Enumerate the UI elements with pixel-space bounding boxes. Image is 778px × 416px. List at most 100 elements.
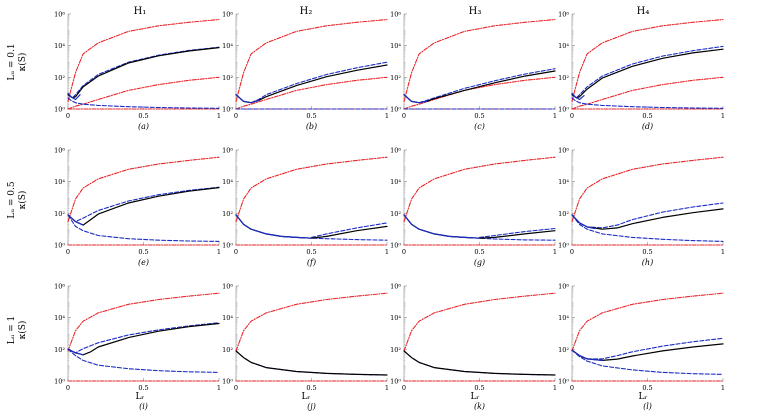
series-blue-solid-5	[235, 214, 313, 239]
series-red-dashdot-0	[235, 156, 388, 223]
series-black-solid-3	[403, 350, 556, 376]
y-tick-label: 10²	[390, 210, 401, 218]
x-tick-label: 1	[553, 112, 557, 120]
series-red-dashdot-0	[403, 292, 556, 352]
col-title-h2: H₂	[300, 6, 313, 17]
xlabel-col-1: Lᵣ	[135, 392, 144, 402]
y-tick-label: 10⁰	[558, 242, 569, 250]
y-tick-label: 10²	[54, 210, 65, 218]
series-blue-solid-5	[67, 214, 84, 226]
series-red-dashdot-2	[235, 76, 388, 110]
series-blue-dashed-3	[67, 186, 220, 223]
panel-a: 10⁰ 10² 10⁴ 10⁶ 0 0.5 1 (a)	[54, 11, 221, 132]
series-black-solid-5	[571, 48, 724, 99]
y-tick-label: 10⁰	[222, 378, 233, 386]
y-tick-label: 10⁴	[54, 42, 65, 50]
y-tick-label: 10⁶	[54, 283, 65, 291]
x-tick-label: 0.5	[306, 384, 316, 392]
panel-c: 10⁰ 10² 10⁴ 10⁶ 0 0.5 1 (c)	[390, 11, 557, 132]
y-tick-label: 10²	[222, 346, 233, 354]
x-tick-label: 1	[385, 112, 389, 120]
panel-l: 10⁰ 10² 10⁴ 10⁶ 0 0.5 1 (l)	[558, 283, 725, 412]
x-tick-label: 0.5	[642, 112, 652, 120]
x-tick-label: 0.5	[642, 248, 652, 256]
series-red-dashdot-2	[403, 76, 556, 110]
panel-k: 10⁰ 10² 10⁴ 10⁶ 0 0.5 1 (k)	[390, 283, 557, 412]
x-tick-label: 0	[66, 248, 70, 256]
x-tick-label: 0.5	[306, 248, 316, 256]
series-black-solid-4	[571, 343, 724, 361]
series-red-dashdot-0	[403, 156, 556, 223]
ylabel-row-1: κ(S)	[17, 53, 28, 72]
series-blue-solid-5	[571, 214, 596, 230]
panel-label: (a)	[138, 122, 149, 131]
series-blue-solid-5	[67, 348, 84, 356]
y-tick-label: 10⁶	[390, 11, 401, 19]
x-tick-label: 0	[66, 384, 70, 392]
series-blue-solid-6	[571, 92, 585, 101]
panel-label: (e)	[138, 258, 149, 267]
series-red-dashdot-0	[235, 292, 388, 352]
panel-f: 10⁰ 10² 10⁴ 10⁶ 0 0.5 1 (f)	[222, 147, 389, 268]
panel-b: 10⁰ 10² 10⁴ 10⁶ 0 0.5 1 (b)	[222, 11, 389, 132]
x-tick-label: 0.5	[474, 248, 484, 256]
series-red-dashdot-0	[571, 292, 724, 352]
y-tick-label: 10⁰	[390, 106, 401, 114]
series-black-solid-4	[67, 187, 220, 226]
x-tick-label: 0.5	[306, 112, 316, 120]
y-tick-label: 10⁴	[222, 314, 233, 322]
series-black-solid-5	[403, 70, 556, 104]
panel-h: 10⁰ 10² 10⁴ 10⁶ 0 0.5 1 (h)	[558, 147, 725, 268]
y-tick-label: 10⁰	[54, 378, 65, 386]
y-tick-label: 10²	[222, 210, 233, 218]
ylabel-row-2: κ(S)	[17, 191, 28, 210]
x-tick-label: 0	[402, 384, 406, 392]
panel-j: 10⁰ 10² 10⁴ 10⁶ 0 0.5 1 (j)	[222, 283, 389, 412]
panel-d: 10⁰ 10² 10⁴ 10⁶ 0 0.5 1 (d)	[558, 11, 725, 132]
xlabel-col-4: Lᵣ	[638, 392, 647, 402]
x-tick-label: 1	[721, 248, 725, 256]
series-red-dashdot-0	[235, 18, 388, 102]
panel-label: (l)	[643, 402, 652, 411]
series-blue-solid-6	[67, 92, 81, 101]
y-tick-label: 10⁴	[222, 42, 233, 50]
panel-label: (k)	[474, 402, 485, 411]
row-label-2: Lᵤ = 0.5	[7, 181, 17, 218]
x-tick-label: 0	[570, 112, 574, 120]
x-tick-label: 0	[402, 112, 406, 120]
series-blue-dashed-4	[571, 45, 724, 99]
series-blue-solid-5	[571, 349, 603, 361]
panel-label: (g)	[474, 258, 485, 267]
y-tick-label: 10⁶	[54, 147, 65, 155]
col-title-h1: H₁	[134, 6, 147, 17]
x-tick-label: 1	[553, 248, 557, 256]
y-tick-label: 10⁶	[222, 147, 233, 155]
panel-label: (b)	[306, 122, 317, 131]
series-black-solid-5	[235, 64, 388, 104]
panel-label: (d)	[642, 122, 653, 131]
series-red-dashdot-0	[403, 18, 556, 102]
y-tick-label: 10⁰	[54, 106, 65, 114]
series-blue-dashed-4	[403, 68, 556, 104]
series-red-dashdot-0	[571, 18, 724, 102]
y-tick-label: 10⁰	[390, 242, 401, 250]
x-tick-label: 0	[570, 384, 574, 392]
y-tick-label: 10⁴	[390, 314, 401, 322]
row-label-1: Lᵤ = 0.1	[7, 43, 17, 80]
x-tick-label: 1	[721, 384, 725, 392]
panel-i: 10⁰ 10² 10⁴ 10⁶ 0 0.5 1 (i)	[54, 283, 221, 412]
x-tick-label: 0.5	[138, 248, 148, 256]
series-blue-solid-5	[403, 214, 481, 239]
x-tick-label: 1	[553, 384, 557, 392]
series-blue-dashed-2	[67, 348, 220, 373]
y-tick-label: 10⁶	[54, 11, 65, 19]
y-tick-label: 10⁴	[222, 178, 233, 186]
x-tick-label: 0.5	[138, 112, 148, 120]
series-black-solid-4	[67, 322, 220, 356]
col-title-h4: H₄	[637, 6, 650, 17]
series-blue-dashed-3	[571, 337, 724, 360]
series-blue-dashed-4	[67, 46, 220, 99]
x-tick-label: 0	[234, 384, 238, 392]
y-tick-label: 10²	[558, 346, 569, 354]
